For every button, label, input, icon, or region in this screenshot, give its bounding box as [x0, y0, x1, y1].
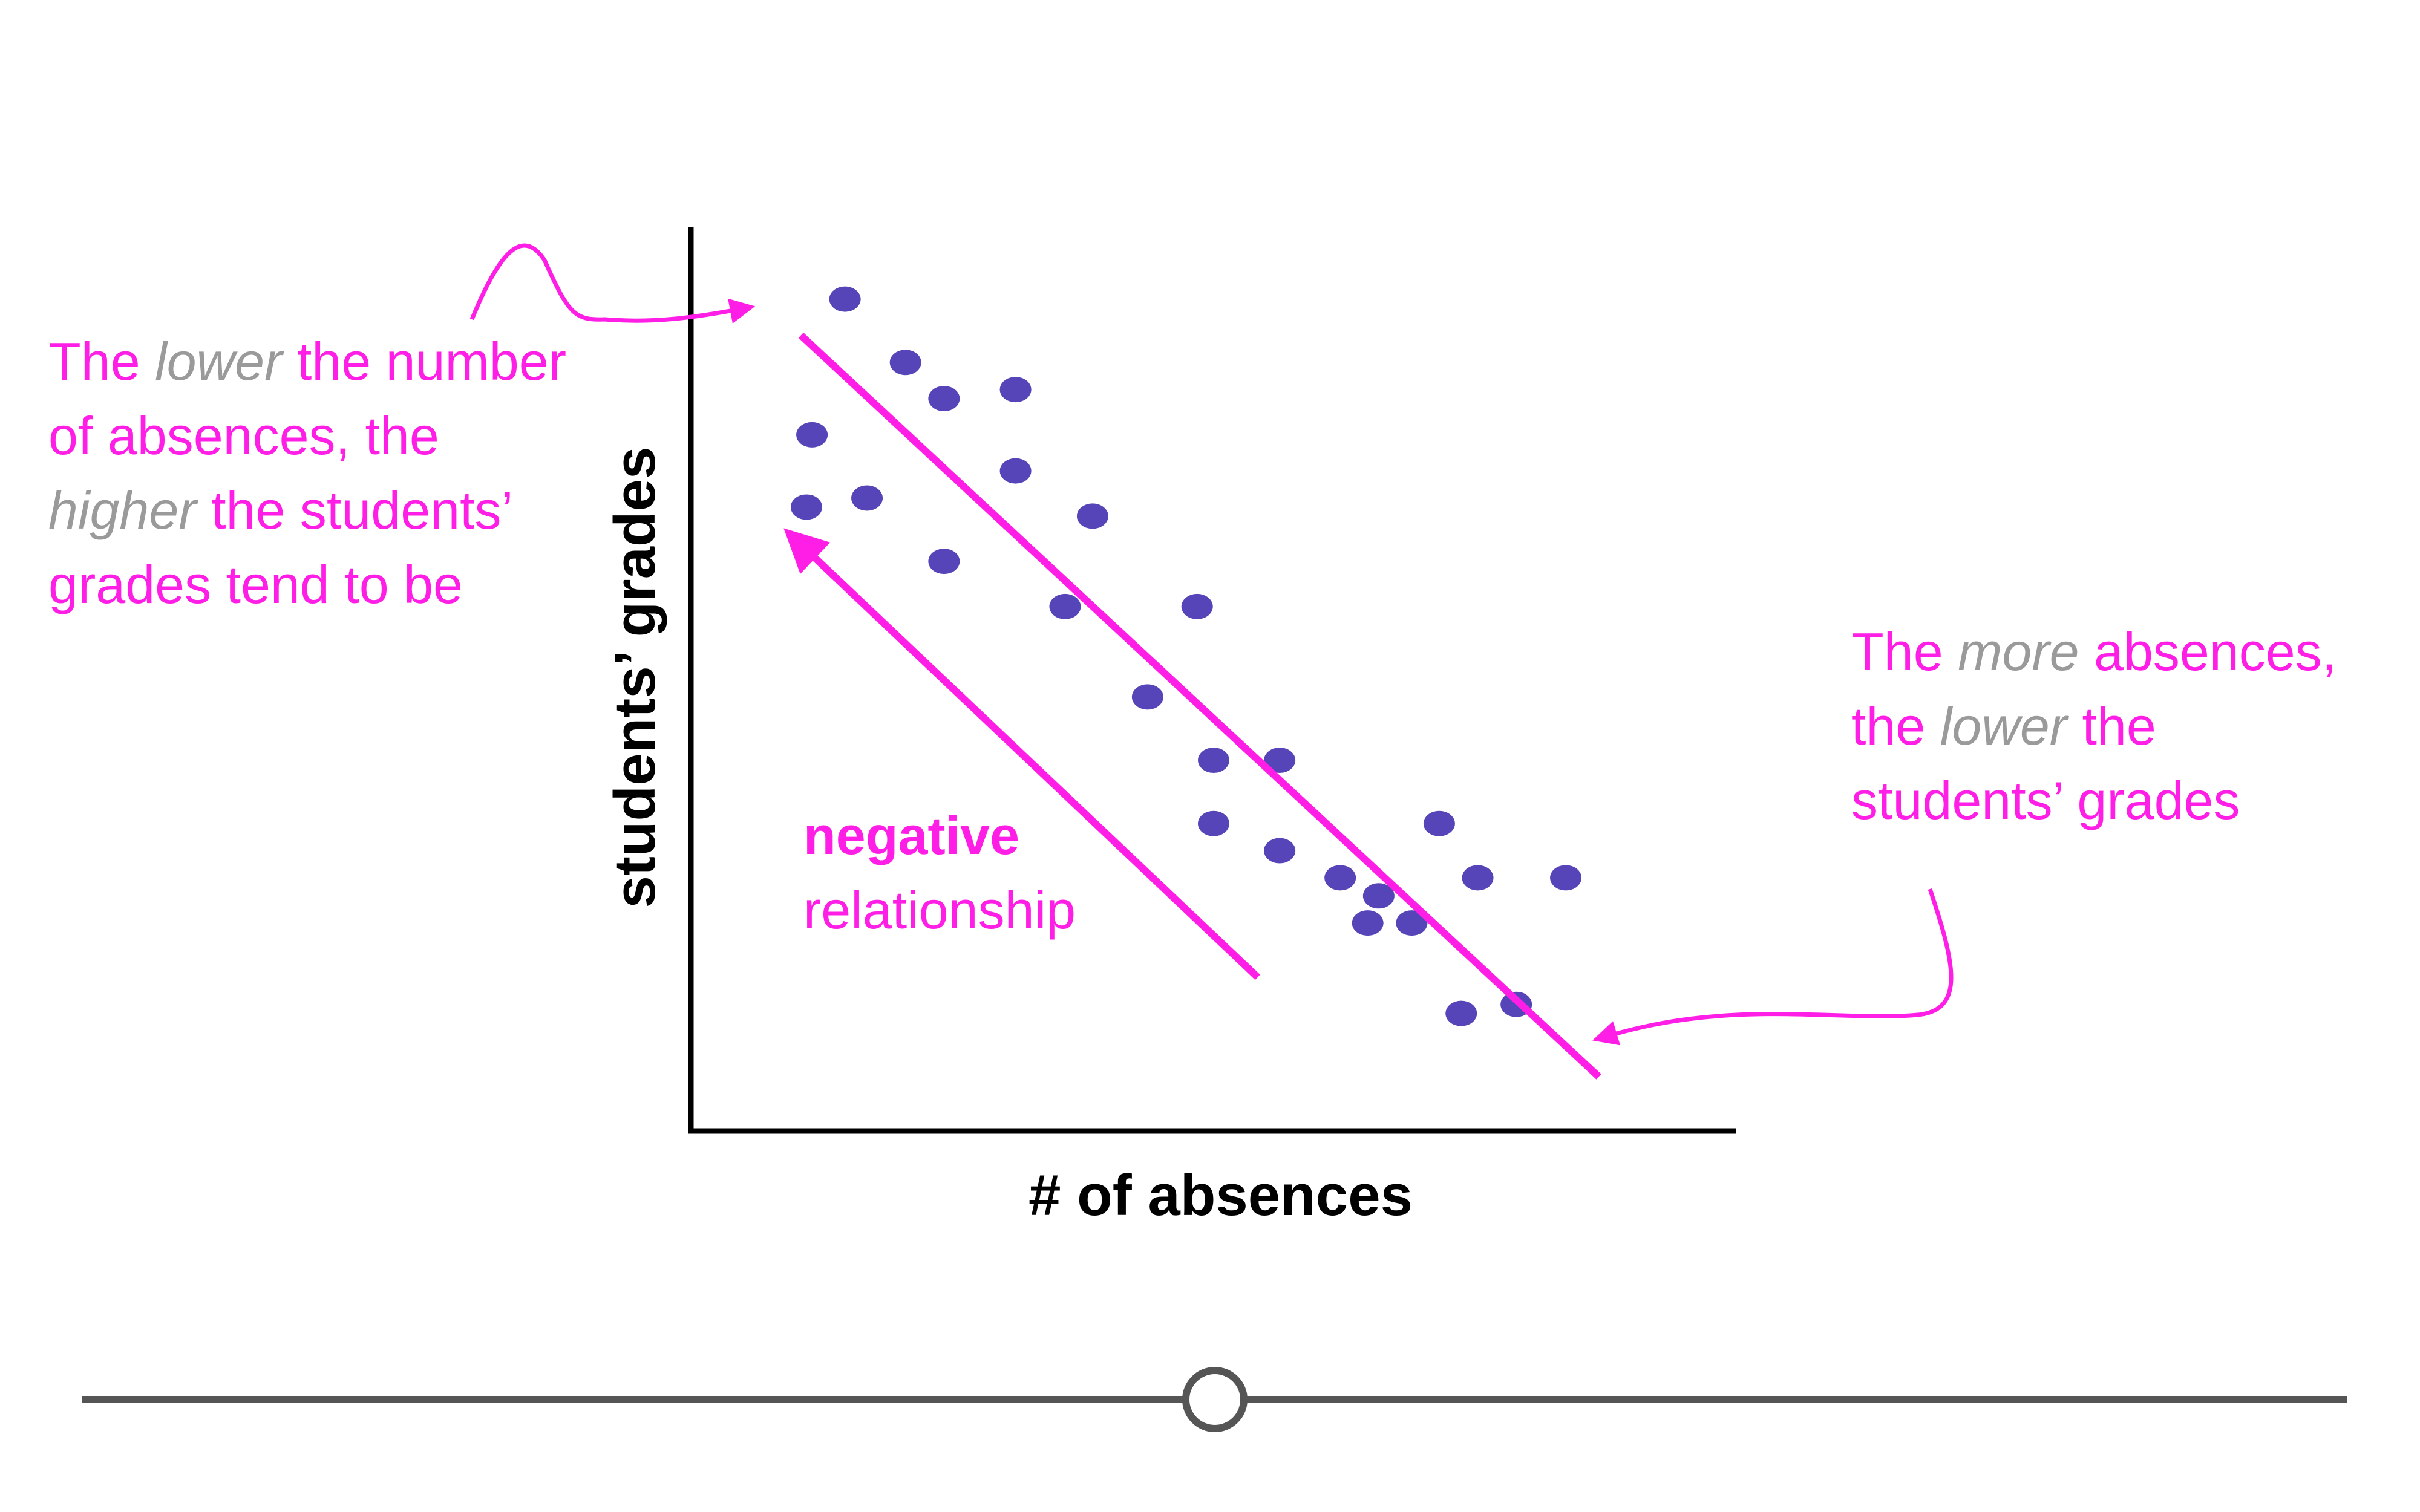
- direction-arrow: [783, 528, 1260, 980]
- x-axis-label: # of absences: [1028, 1163, 1413, 1228]
- relationship-label: negative relationship: [803, 798, 1076, 947]
- left-annotation-line-1: The lower the number: [48, 331, 566, 391]
- data-point: [889, 350, 921, 376]
- data-point: [999, 377, 1032, 403]
- relationship-label-rest: relationship: [803, 880, 1076, 940]
- data-point: [928, 386, 960, 412]
- right-annotation-line-1: The more absences,: [1851, 622, 2337, 682]
- data-point: [1462, 865, 1494, 891]
- axes: [688, 227, 1736, 1134]
- data-points: [790, 286, 1582, 1026]
- left-annotation-line-2: of absences, the: [48, 406, 439, 466]
- right-annotation-line-3: students’ grades: [1851, 771, 2240, 830]
- data-point: [1423, 810, 1455, 836]
- right-annotation-line-2: the lower the: [1851, 696, 2156, 756]
- data-point: [790, 494, 822, 520]
- slider[interactable]: [82, 1367, 2347, 1432]
- data-point: [1198, 810, 1229, 836]
- right-annotation: The more absences, the lower the student…: [1851, 614, 2337, 838]
- left-annotation: The lower the number of absences, the hi…: [48, 324, 566, 622]
- data-point: [1264, 748, 1296, 774]
- trend-line: [798, 333, 1601, 1080]
- slider-thumb[interactable]: [1182, 1367, 1248, 1432]
- data-point: [1396, 910, 1428, 936]
- data-point: [796, 422, 828, 448]
- data-point: [1131, 684, 1163, 710]
- left-annotation-line-4: grades tend to be: [48, 555, 463, 614]
- data-point: [1076, 503, 1108, 529]
- data-point: [851, 485, 883, 511]
- data-point: [1324, 865, 1356, 891]
- data-point: [1362, 883, 1395, 909]
- data-point: [1198, 748, 1229, 774]
- relationship-label-bold: negative: [803, 806, 1020, 865]
- data-point: [829, 286, 861, 312]
- data-point: [1445, 1000, 1477, 1026]
- y-axis-label: students’ grades: [603, 446, 667, 908]
- trend-lines: [783, 333, 1601, 1080]
- right-callout-arrow: [1592, 888, 1954, 1046]
- data-point: [1550, 865, 1582, 891]
- data-point: [928, 549, 960, 575]
- left-annotation-line-3: higher the students’: [48, 480, 514, 540]
- data-point: [1181, 593, 1213, 619]
- data-point: [999, 458, 1032, 484]
- data-point: [1352, 910, 1384, 936]
- callout-arrows: [469, 243, 1954, 1046]
- data-point: [1049, 593, 1081, 619]
- left-callout-arrow: [469, 243, 756, 324]
- data-point: [1264, 838, 1296, 864]
